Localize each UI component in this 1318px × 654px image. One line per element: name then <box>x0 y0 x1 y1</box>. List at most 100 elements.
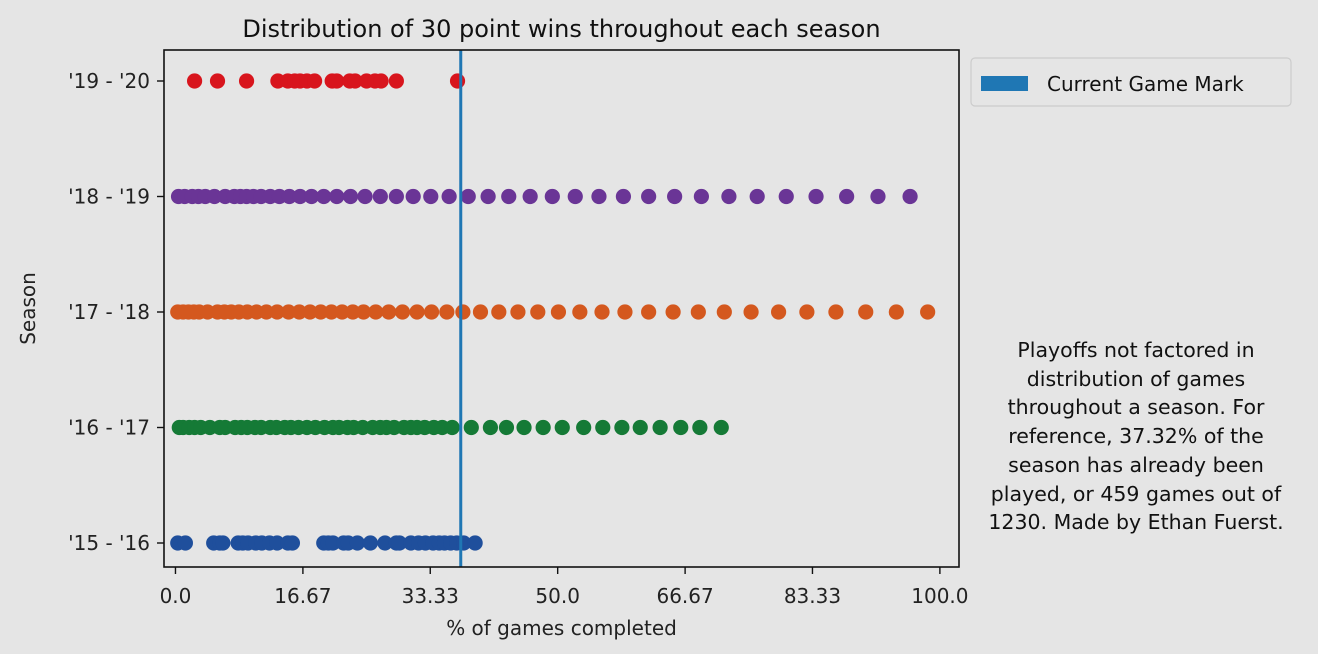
x-tick-label-1: 16.67 <box>274 584 331 608</box>
point-19-20-0 <box>186 73 203 89</box>
point-18-19-19 <box>342 188 359 205</box>
y-tick-label-19-20: '19 - '20 <box>68 69 150 93</box>
point-17-18-40 <box>716 304 732 320</box>
point-18-19-23 <box>405 188 421 205</box>
point-17-18-18 <box>323 304 340 320</box>
point-16-17-41 <box>535 419 551 436</box>
point-17-18-25 <box>409 304 425 320</box>
point-17-18-21 <box>355 304 372 320</box>
point-17-18-44 <box>828 304 844 320</box>
point-18-19-22 <box>388 188 404 205</box>
point-17-18-20 <box>345 304 361 320</box>
point-17-18-15 <box>291 304 307 320</box>
point-18-19-38 <box>749 188 765 205</box>
point-16-17-44 <box>595 419 611 436</box>
legend-swatch-current-game-mark <box>981 76 1028 91</box>
point-16-17-36 <box>444 419 460 436</box>
point-18-19-24 <box>423 188 439 205</box>
point-17-18-33 <box>550 304 567 320</box>
point-18-19-39 <box>778 188 794 205</box>
y-tick-label-18-19: '18 - '19 <box>68 185 150 209</box>
point-17-18-26 <box>423 304 440 320</box>
point-17-18-41 <box>743 304 759 320</box>
legend-box <box>970 57 1292 107</box>
point-17-18-32 <box>530 304 546 320</box>
chart-title: Distribution of 30 point wins throughout… <box>242 15 880 43</box>
point-19-20-12 <box>347 73 363 89</box>
point-16-17-47 <box>652 419 668 436</box>
point-16-17-46 <box>632 419 648 436</box>
point-19-20-2 <box>238 73 255 89</box>
point-18-19-18 <box>329 188 345 205</box>
point-18-19-30 <box>544 188 560 205</box>
y-tick-label-15-16: '15 - '16 <box>68 531 150 555</box>
x-axis-label: % of games completed <box>446 616 677 640</box>
point-18-19-20 <box>357 188 373 205</box>
point-19-20-15 <box>373 73 389 89</box>
point-18-19-35 <box>667 188 683 205</box>
point-17-18-39 <box>690 304 706 320</box>
point-17-18-12 <box>258 304 275 320</box>
point-15-16-20 <box>362 535 378 551</box>
point-17-18-47 <box>920 304 936 320</box>
point-19-20-10 <box>329 73 345 89</box>
point-17-18-46 <box>888 304 904 320</box>
point-17-18-24 <box>394 304 411 320</box>
point-15-16-13 <box>284 535 301 551</box>
y-axis-label: Season <box>16 272 40 345</box>
point-19-20-17 <box>449 73 466 89</box>
y-tick-label-17-18: '17 - '18 <box>68 300 150 324</box>
x-tick-label-6: 100.0 <box>911 584 968 608</box>
y-tick-label-16-17: '16 - '17 <box>68 416 150 440</box>
point-15-16-4 <box>215 535 231 551</box>
point-18-19-36 <box>693 188 709 205</box>
point-19-20-8 <box>306 73 323 89</box>
point-16-17-39 <box>498 419 515 436</box>
point-18-19-29 <box>522 188 538 205</box>
point-16-17-48 <box>673 419 689 436</box>
point-15-16-16 <box>325 535 341 551</box>
point-17-18-19 <box>334 304 350 320</box>
point-15-16-19 <box>349 535 365 551</box>
point-15-16-11 <box>269 535 285 551</box>
x-tick-label-5: 83.33 <box>784 584 841 608</box>
legend: Current Game Mark <box>970 57 1292 107</box>
point-16-17-50 <box>713 419 729 436</box>
point-16-17-40 <box>516 419 532 436</box>
point-18-19-41 <box>839 188 855 205</box>
point-17-18-42 <box>771 304 787 320</box>
point-17-18-28 <box>455 304 471 320</box>
point-16-17-45 <box>614 419 630 436</box>
point-19-20-1 <box>209 73 226 89</box>
point-17-18-29 <box>472 304 489 320</box>
point-18-19-37 <box>721 188 737 205</box>
point-17-18-23 <box>381 304 397 320</box>
point-17-18-45 <box>858 304 874 320</box>
point-17-18-37 <box>641 304 657 320</box>
point-16-17-37 <box>463 419 479 436</box>
point-17-18-22 <box>368 304 384 320</box>
point-16-17-38 <box>482 419 499 436</box>
x-tick-label-4: 66.67 <box>656 584 713 608</box>
point-19-20-16 <box>388 73 404 89</box>
point-18-19-17 <box>316 188 332 205</box>
point-15-16-1 <box>177 535 193 551</box>
point-17-18-38 <box>665 304 681 320</box>
point-18-19-40 <box>808 188 824 205</box>
point-17-18-17 <box>313 304 329 320</box>
x-tick-label-0: 0.0 <box>160 584 192 608</box>
y-axis-ticks: '15 - '16 '16 - '17 '17 - '18 '18 - '19 '19 … <box>68 69 164 555</box>
point-18-19-33 <box>615 188 632 205</box>
point-18-19-31 <box>567 188 583 205</box>
point-17-18-43 <box>799 304 815 320</box>
point-18-19-14 <box>281 188 297 205</box>
point-17-18-30 <box>491 304 507 320</box>
x-tick-label-2: 33.33 <box>402 584 459 608</box>
point-17-18-31 <box>510 304 526 320</box>
point-17-18-34 <box>572 304 588 320</box>
point-18-19-15 <box>292 188 308 205</box>
point-18-19-34 <box>641 188 657 205</box>
data-points <box>170 73 936 551</box>
point-18-19-25 <box>441 188 457 205</box>
